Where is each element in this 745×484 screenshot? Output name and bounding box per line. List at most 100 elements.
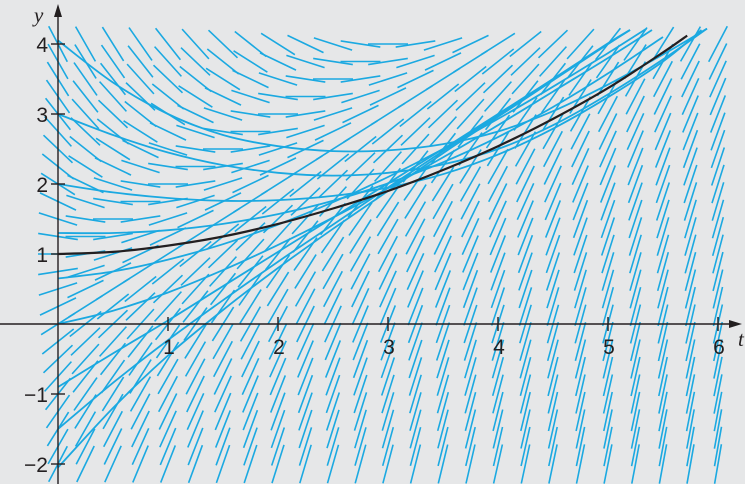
slope-segment xyxy=(125,292,156,321)
slope-segment xyxy=(547,339,559,379)
slope-segment xyxy=(294,271,317,307)
slope-segment xyxy=(101,26,125,62)
slope-segment xyxy=(176,124,215,139)
slope-segment xyxy=(598,113,618,150)
slope-segment xyxy=(184,324,207,359)
slope-segment xyxy=(568,62,593,96)
slope-segment xyxy=(492,374,504,414)
slope-segment xyxy=(186,375,205,413)
slope-segment xyxy=(490,287,506,326)
slope-segment xyxy=(313,37,353,51)
slope-segment xyxy=(436,391,450,432)
slope-segment xyxy=(713,426,723,467)
slope-segment xyxy=(600,217,616,256)
slope-segment xyxy=(519,339,532,379)
slope-segment xyxy=(131,410,150,448)
slope-segment xyxy=(149,122,187,141)
slope-segment xyxy=(575,356,586,397)
slope-segment xyxy=(519,356,532,397)
slope-segment xyxy=(490,269,506,309)
slope-segment xyxy=(682,129,699,169)
slope-segment xyxy=(537,29,569,59)
slope-segment xyxy=(652,60,674,98)
slope-segment xyxy=(657,286,669,327)
slope-segment xyxy=(94,157,132,176)
slope-segment xyxy=(351,287,370,326)
slope-segment xyxy=(69,135,102,163)
slope-segment xyxy=(203,107,243,121)
slope-segment xyxy=(73,62,98,96)
slope-segment xyxy=(599,147,617,186)
slope-segment xyxy=(546,269,560,309)
slope-segment xyxy=(684,217,697,256)
slope-segment xyxy=(214,410,232,448)
slope-segment xyxy=(242,409,259,449)
slope-segment xyxy=(627,147,644,186)
slope-segment xyxy=(709,95,727,133)
slope-segment xyxy=(658,356,668,397)
slope-segment xyxy=(99,326,127,357)
slope-segment xyxy=(712,269,724,309)
slope-segment xyxy=(148,162,188,171)
slope-segment xyxy=(177,104,214,124)
slope-segment xyxy=(380,339,396,379)
slope-segment xyxy=(575,444,586,484)
slope-segment xyxy=(151,83,185,110)
slope-segment xyxy=(489,217,507,256)
slope-segment xyxy=(629,286,642,327)
slope-segment xyxy=(180,47,211,76)
slope-segment xyxy=(237,255,264,288)
slope-segment xyxy=(403,167,428,201)
slope-segment xyxy=(234,30,267,58)
slope-segment xyxy=(518,252,533,291)
slope-segment xyxy=(711,199,725,239)
slope-segment xyxy=(297,357,314,396)
slope-segment xyxy=(570,113,591,150)
slope-segment xyxy=(70,117,101,146)
slope-segment xyxy=(74,26,97,62)
slope-segment xyxy=(130,393,151,430)
slope-segment xyxy=(123,120,158,143)
slope-segment xyxy=(320,219,346,254)
slope-segment xyxy=(240,323,261,360)
slope-segment xyxy=(299,444,312,484)
slope-segment xyxy=(203,177,243,191)
slope-segment xyxy=(100,359,126,394)
slope-segment xyxy=(658,409,668,449)
slope-segment xyxy=(707,25,729,63)
slope-segment xyxy=(159,410,177,448)
slope-segment xyxy=(159,445,177,483)
slope-segment xyxy=(407,270,424,308)
slope-segment xyxy=(629,252,642,291)
slope-segment xyxy=(548,426,558,467)
slope-segment xyxy=(710,147,726,186)
slope-segment xyxy=(313,92,353,101)
slope-segment xyxy=(548,444,558,484)
slope-segment xyxy=(152,64,184,94)
axes: t y xyxy=(0,3,745,484)
slope-segment xyxy=(518,287,533,326)
slope-segment xyxy=(128,27,153,61)
slope-segment xyxy=(542,130,564,168)
slope-segment xyxy=(264,237,292,271)
slope-segment xyxy=(433,218,453,255)
slope-segment xyxy=(126,63,155,95)
slope-segment xyxy=(572,182,589,221)
slope-segment xyxy=(232,174,269,194)
slope-segment xyxy=(286,124,325,139)
slope-segment xyxy=(184,341,207,377)
slope-segment xyxy=(342,104,379,124)
slope-segment xyxy=(434,252,452,291)
slope-segment xyxy=(489,200,507,238)
slope-segment xyxy=(241,340,260,378)
slope-segment xyxy=(70,327,101,356)
slope-segment xyxy=(461,200,480,238)
slope-segment xyxy=(298,427,313,466)
slope-segment xyxy=(651,26,675,62)
slope-segment xyxy=(313,107,353,121)
slope-segment xyxy=(599,165,617,203)
slope-segment xyxy=(242,375,259,413)
slope-segment xyxy=(464,357,477,396)
slope-segment xyxy=(514,131,537,167)
slope-segment xyxy=(182,290,209,323)
